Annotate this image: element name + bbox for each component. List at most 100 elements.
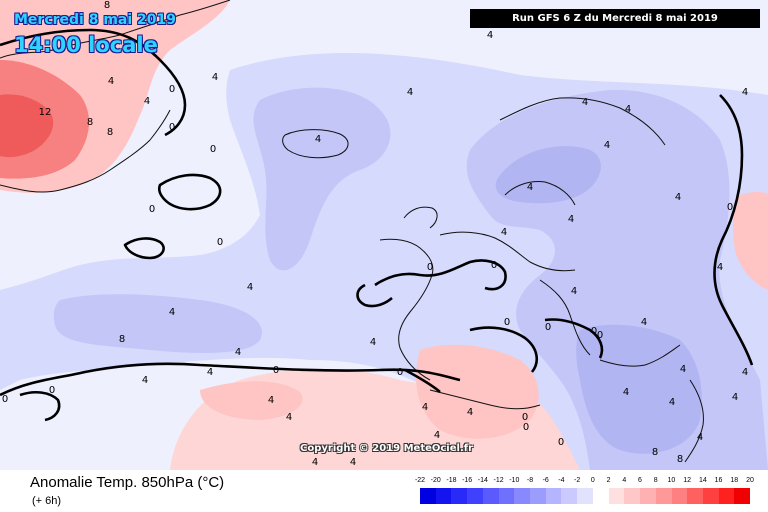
color-scale-swatch <box>498 488 515 504</box>
color-scale-swatch <box>530 488 546 504</box>
contour-label: 8 <box>119 334 125 345</box>
color-scale-label: 20 <box>746 477 754 484</box>
color-scale-label: 12 <box>683 477 692 484</box>
color-scale-swatch <box>687 488 703 504</box>
color-scale-label: 2 <box>606 477 611 484</box>
contour-label: 4 <box>235 347 241 358</box>
contour-label: 4 <box>487 30 493 41</box>
forecast-local-time: 14:00 locale <box>14 33 158 57</box>
color-scale-label: -4 <box>558 477 565 484</box>
color-scale-label: 18 <box>730 477 739 484</box>
color-scale-swatch <box>561 488 578 504</box>
contour-label: 0 <box>545 322 551 333</box>
contour-label: 4 <box>717 262 723 273</box>
contour-label: 4 <box>247 282 253 293</box>
color-scale-label: -6 <box>542 477 549 484</box>
color-scale-swatch <box>608 488 625 504</box>
contour-label: 4 <box>623 387 629 398</box>
contour-label: 0 <box>49 385 55 396</box>
contour-label: 0 <box>427 262 433 273</box>
color-scale-swatch <box>671 488 688 504</box>
contour-label: 12 <box>39 107 52 118</box>
color-scale-label: -16 <box>462 477 473 484</box>
contour-label: 4 <box>212 72 218 83</box>
contour-label: 4 <box>142 375 148 386</box>
contour-label: 4 <box>434 430 440 441</box>
contour-label: 4 <box>625 104 631 115</box>
contour-label: 0 <box>217 237 223 248</box>
contour-label: 0 <box>273 365 279 376</box>
contour-label: 0 <box>597 330 603 341</box>
contour-label: 4 <box>669 397 675 408</box>
color-scale-swatch <box>734 488 751 504</box>
contour-label: 4 <box>350 457 356 468</box>
contour-label: 4 <box>697 432 703 443</box>
forecast-date: Mercredi 8 mai 2019 <box>14 12 177 28</box>
contour-label: 0 <box>210 144 216 155</box>
warm-anomaly-east <box>733 191 768 290</box>
color-scale-swatch <box>718 488 735 504</box>
color-scale-swatch <box>702 488 719 504</box>
warm-anomaly-med <box>416 344 539 439</box>
color-scale-label: -14 <box>477 477 488 484</box>
color-scale-label: 6 <box>638 477 642 484</box>
contour-label: 0 <box>522 412 528 423</box>
contour-label: 4 <box>144 96 150 107</box>
contour-label: 4 <box>732 392 738 403</box>
color-scale-label: -20 <box>430 477 441 484</box>
color-scale-swatch <box>467 488 483 504</box>
color-scale-label: 16 <box>714 477 723 484</box>
contour-label: 0 <box>523 422 529 433</box>
contour-label: 4 <box>422 402 428 413</box>
contour-label: 4 <box>527 182 533 193</box>
contour-label: 4 <box>169 307 175 318</box>
contour-label: 4 <box>315 134 321 145</box>
color-scale-swatch <box>655 488 672 504</box>
contour-label: 4 <box>742 87 748 98</box>
contour-label: 8 <box>107 127 113 138</box>
contour-label: 0 <box>491 260 497 271</box>
contour-label: 8 <box>87 117 93 128</box>
legend-bar: Anomalie Temp. 850hPa (°C) (+ 6h) -22 -20… <box>0 470 768 512</box>
color-scale-label: -22 <box>414 477 426 484</box>
color-scale-label: -2 <box>574 477 581 484</box>
color-scale-label: 10 <box>667 477 676 484</box>
color-scale <box>420 488 751 504</box>
contour-label: 4 <box>675 192 681 203</box>
color-scale-label: 4 <box>622 477 627 484</box>
contour-label: 0 <box>169 84 175 95</box>
contour-label: 4 <box>501 227 507 238</box>
color-scale-label: 14 <box>698 477 707 484</box>
contour-label: 4 <box>268 395 274 406</box>
contour-label: 0 <box>591 326 597 337</box>
contour-label: 4 <box>370 337 376 348</box>
contour-label: 0 <box>2 394 8 405</box>
copyright-notice: Copyright © 2019 MeteOciel.fr <box>300 443 474 454</box>
contour-label: 4 <box>582 97 588 108</box>
contour-label: 4 <box>641 317 647 328</box>
contour-label: 8 <box>104 0 110 11</box>
color-scale-swatch <box>640 488 656 504</box>
color-scale-swatch <box>514 488 531 504</box>
cold-anomaly-core-east <box>576 324 702 454</box>
contour-label: 8 <box>677 454 683 465</box>
contour-label: 0 <box>149 204 155 215</box>
color-scale-swatch <box>577 488 593 504</box>
color-scale-swatch <box>624 488 641 504</box>
contour-label: 4 <box>742 367 748 378</box>
color-scale-swatch <box>592 488 609 504</box>
color-scale-swatch <box>435 488 452 504</box>
contour-label: 4 <box>312 457 318 468</box>
warm-anomaly-south-core <box>200 381 303 420</box>
color-scale-swatch <box>420 488 436 504</box>
color-scale-label: -12 <box>493 477 504 484</box>
cold-anomaly-core-north <box>495 146 601 204</box>
contour-label: 4 <box>108 76 114 87</box>
color-scale-label: 0 <box>590 477 595 484</box>
color-scale-labels: -22 -20 -18 -16 -14 -12 -10 -8 -6 -4 -2 0 2 4 6 8 10 12 14… <box>410 477 754 487</box>
color-scale-swatch <box>545 488 562 504</box>
contour-label: 4 <box>407 87 413 98</box>
color-scale-label: -18 <box>446 477 457 484</box>
